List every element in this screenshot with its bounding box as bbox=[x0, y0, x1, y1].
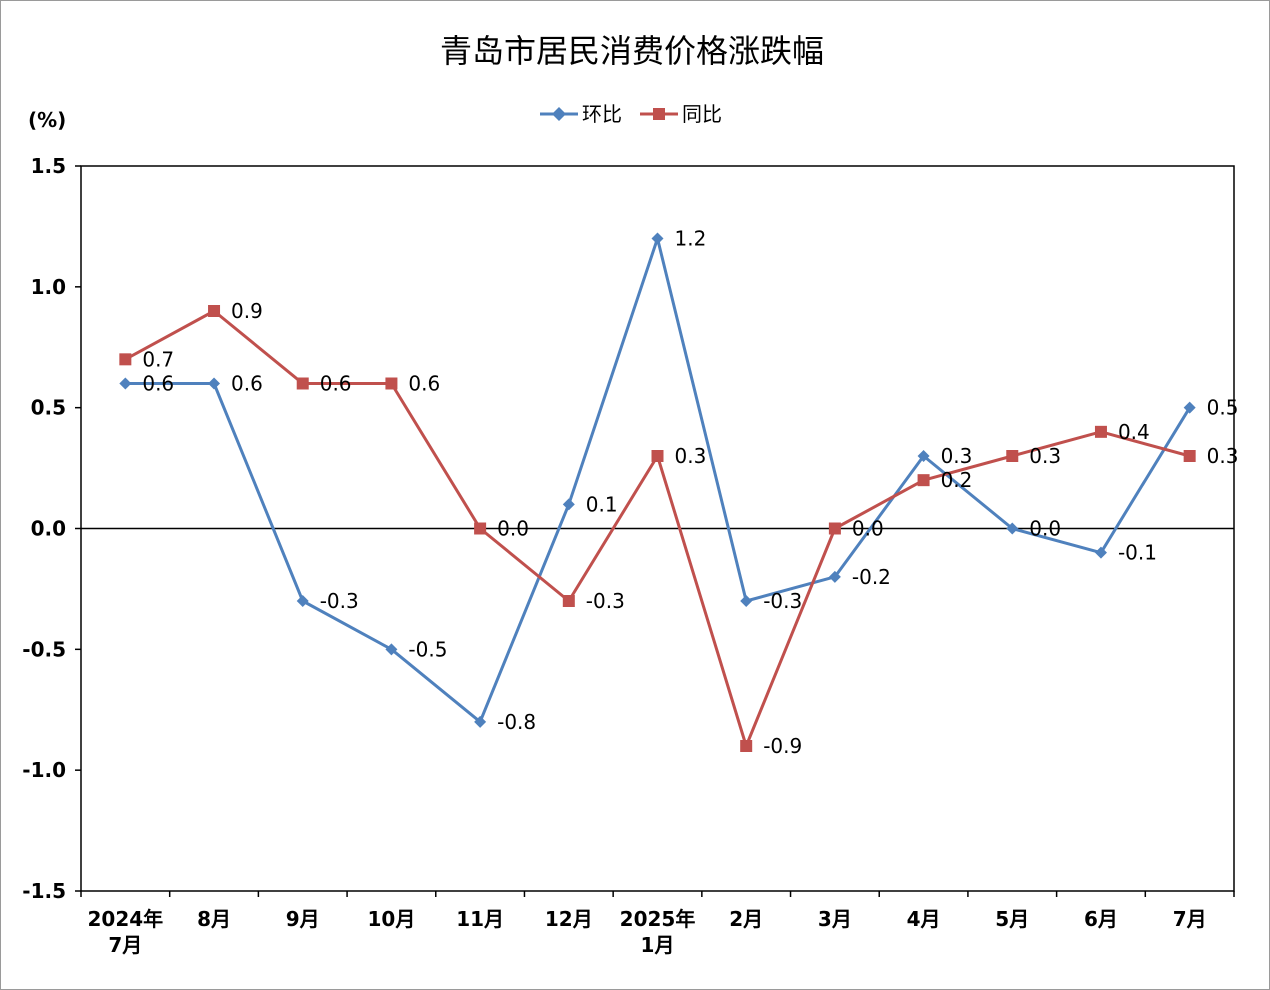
x-axis: 2024年 7月 8月 9月 10月 11月 12月 2025年 1月 2月 3月 4月 5月 6月 7月 bbox=[80, 891, 1235, 957]
data-point bbox=[208, 377, 221, 390]
data-point bbox=[1183, 450, 1196, 462]
x-tick-label: 6月 bbox=[1084, 907, 1118, 931]
data-label: 0.3 bbox=[1207, 444, 1239, 468]
data-point bbox=[296, 377, 309, 390]
data-label: 0.6 bbox=[231, 372, 263, 396]
data-label: 0.5 bbox=[1207, 396, 1239, 420]
data-point bbox=[1006, 522, 1019, 535]
data-label: 0.3 bbox=[1029, 444, 1061, 468]
data-label: -0.8 bbox=[497, 710, 536, 734]
data-point bbox=[740, 740, 753, 752]
y-tick-label: 0.5 bbox=[31, 396, 66, 420]
data-point bbox=[1094, 546, 1107, 559]
series-0: 0.6 0.6 -0.3 -0.5 -0.8 0.1 1.2 -0.3 -0.2 0.3 0.0 -0… bbox=[119, 227, 1238, 734]
series-line-0 bbox=[125, 237, 1191, 724]
data-point bbox=[562, 595, 575, 607]
y-unit-label: (%) bbox=[28, 108, 66, 132]
data-label: -0.3 bbox=[320, 589, 359, 613]
data-label: 0.7 bbox=[142, 347, 174, 371]
series-layer: 0.6 0.6 -0.3 -0.5 -0.8 0.1 1.2 -0.3 -0.2 0.3 0.0 -0… bbox=[119, 227, 1238, 758]
data-point bbox=[740, 595, 753, 607]
x-tick-label: 11月 bbox=[456, 907, 504, 931]
data-point bbox=[296, 595, 309, 607]
data-point bbox=[474, 522, 487, 535]
series-1: 0.70.90.6 0.60.0-0.30.3-0.90.00.20.30.40.… bbox=[119, 299, 1238, 758]
data-label: -0.1 bbox=[1118, 541, 1157, 565]
data-point bbox=[562, 498, 575, 511]
x-tick-label: 12月 bbox=[545, 907, 593, 931]
data-label: 0.2 bbox=[941, 468, 973, 492]
data-label: 0.3 bbox=[675, 444, 707, 468]
data-point bbox=[208, 305, 221, 317]
y-tick-label: 0.0 bbox=[31, 517, 66, 541]
data-label: 0.6 bbox=[142, 372, 174, 396]
data-label: -0.5 bbox=[408, 637, 447, 661]
data-label: 0.0 bbox=[497, 517, 529, 541]
data-label: 0.1 bbox=[586, 492, 618, 516]
data-point bbox=[385, 643, 398, 656]
data-label: 1.2 bbox=[675, 227, 707, 251]
y-tick-label: -1.0 bbox=[22, 758, 66, 782]
data-point bbox=[1183, 401, 1196, 414]
data-label: 0.6 bbox=[320, 372, 352, 396]
data-point bbox=[651, 232, 664, 245]
x-tick-label: 10月 bbox=[368, 907, 416, 931]
x-tick-label: 3月 bbox=[818, 907, 852, 931]
legend-label-1: 同比 bbox=[682, 102, 722, 126]
data-label: 0.4 bbox=[1118, 420, 1150, 444]
x-tick-label: 4月 bbox=[907, 907, 941, 931]
data-label: -0.9 bbox=[763, 734, 802, 758]
x-tick-label: 8月 bbox=[197, 907, 231, 931]
y-tick-label: 1.0 bbox=[31, 275, 66, 299]
legend-label-0: 环比 bbox=[582, 102, 622, 126]
data-label: 0.6 bbox=[408, 372, 440, 396]
legend-item-0: 环比 bbox=[540, 102, 622, 126]
data-point bbox=[651, 450, 664, 462]
y-tick-label: -1.5 bbox=[22, 879, 66, 903]
legend-marker-0 bbox=[552, 107, 566, 121]
legend-item-1: 同比 bbox=[640, 102, 722, 126]
chart-title: 青岛市居民消费价格涨跌幅 bbox=[440, 32, 824, 70]
data-point bbox=[828, 522, 841, 535]
legend-marker-1 bbox=[653, 108, 665, 120]
x-tick-label: 2月 bbox=[729, 907, 763, 931]
data-point bbox=[1006, 450, 1019, 462]
data-label: 0.0 bbox=[852, 517, 884, 541]
x-tick-label: 5月 bbox=[995, 907, 1029, 931]
y-axis: 1.5 1.0 0.5 0.0 -0.5 -1.0 -1.5 bbox=[22, 154, 81, 903]
legend: 环比 同比 bbox=[540, 102, 722, 126]
data-point bbox=[828, 570, 841, 583]
data-label: 0.9 bbox=[231, 299, 263, 323]
data-point bbox=[1094, 425, 1107, 438]
x-tick-label: 2025年 1月 bbox=[620, 907, 696, 957]
data-point bbox=[917, 474, 930, 487]
x-tick-label: 7月 bbox=[1173, 907, 1207, 931]
data-point bbox=[474, 715, 487, 728]
x-tick-label: 9月 bbox=[286, 907, 320, 931]
data-point bbox=[385, 377, 398, 390]
data-point bbox=[917, 450, 930, 462]
data-label: -0.3 bbox=[763, 589, 802, 613]
data-point bbox=[119, 353, 132, 366]
x-tick-label: 2024年 7月 bbox=[88, 907, 164, 957]
data-label: -0.2 bbox=[852, 565, 891, 589]
data-point bbox=[119, 377, 132, 390]
data-label: 0.0 bbox=[1029, 517, 1061, 541]
y-tick-label: -0.5 bbox=[22, 637, 66, 661]
y-tick-label: 1.5 bbox=[31, 154, 66, 178]
data-label: 0.3 bbox=[941, 444, 973, 468]
data-label: -0.3 bbox=[586, 589, 625, 613]
